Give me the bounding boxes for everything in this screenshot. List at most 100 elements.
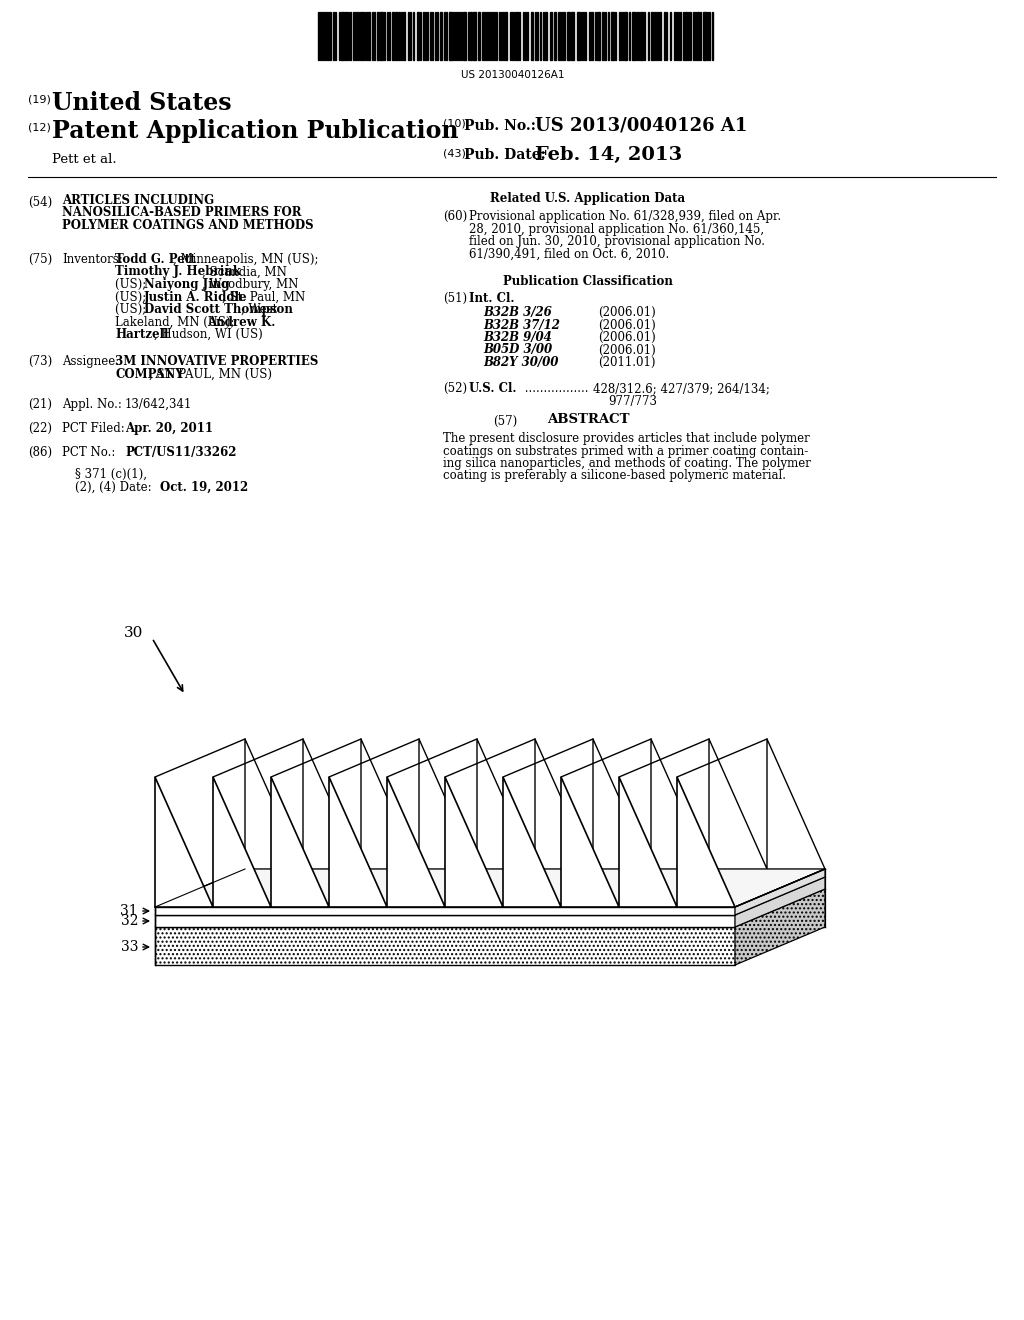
Bar <box>470 12 472 59</box>
Text: (57): (57) <box>493 414 517 428</box>
Text: Apr. 20, 2011: Apr. 20, 2011 <box>125 422 213 436</box>
Bar <box>368 12 370 59</box>
Text: (2), (4) Date:: (2), (4) Date: <box>75 480 152 494</box>
Bar <box>377 12 379 59</box>
Text: David Scott Thompson: David Scott Thompson <box>144 304 293 315</box>
Text: 33: 33 <box>121 940 138 954</box>
Text: (2006.01): (2006.01) <box>598 318 655 331</box>
Text: U.S. Cl.: U.S. Cl. <box>469 381 516 395</box>
Text: US 2013/0040126 A1: US 2013/0040126 A1 <box>535 117 748 135</box>
Text: (52): (52) <box>443 381 467 395</box>
Bar <box>361 12 362 59</box>
Text: PCT/US11/33262: PCT/US11/33262 <box>125 446 237 459</box>
Bar <box>640 12 643 59</box>
Text: (2006.01): (2006.01) <box>598 331 655 345</box>
Text: § 371 (c)(1),: § 371 (c)(1), <box>75 469 147 480</box>
Text: ABSTRACT: ABSTRACT <box>547 413 630 426</box>
Bar <box>463 12 466 59</box>
Text: (19): (19) <box>28 95 51 106</box>
Bar <box>624 12 627 59</box>
Bar <box>550 12 552 59</box>
Text: Provisional application No. 61/328,939, filed on Apr.: Provisional application No. 61/328,939, … <box>469 210 781 223</box>
Bar <box>685 12 687 59</box>
Text: 28, 2010, provisional application No. 61/360,145,: 28, 2010, provisional application No. 61… <box>469 223 764 235</box>
Text: .................: ................. <box>521 381 589 395</box>
Text: (US);: (US); <box>115 290 150 304</box>
Text: Assignee:: Assignee: <box>62 355 119 368</box>
Text: 977/773: 977/773 <box>608 395 657 408</box>
Text: Justin A. Riddle: Justin A. Riddle <box>144 290 248 304</box>
Text: United States: United States <box>52 91 231 115</box>
Bar <box>571 12 574 59</box>
Polygon shape <box>155 888 825 927</box>
Polygon shape <box>735 869 825 907</box>
Bar <box>395 12 397 59</box>
Text: 30: 30 <box>124 626 143 640</box>
Text: , Hudson, WI (US): , Hudson, WI (US) <box>154 327 262 341</box>
Text: PCT No.:: PCT No.: <box>62 446 116 459</box>
Bar <box>697 12 699 59</box>
Text: Lakeland, MN (US);: Lakeland, MN (US); <box>115 315 239 329</box>
Text: Appl. No.:: Appl. No.: <box>62 399 122 411</box>
Text: coatings on substrates primed with a primer coating contain-: coatings on substrates primed with a pri… <box>443 445 808 458</box>
Bar <box>545 12 547 59</box>
Text: The present disclosure provides articles that include polymer: The present disclosure provides articles… <box>443 432 810 445</box>
Text: Pett et al.: Pett et al. <box>52 153 117 166</box>
Text: Feb. 14, 2013: Feb. 14, 2013 <box>535 147 682 164</box>
Polygon shape <box>735 888 825 965</box>
Text: POLYMER COATINGS AND METHODS: POLYMER COATINGS AND METHODS <box>62 219 313 232</box>
Text: NANOSILICA-BASED PRIMERS FOR: NANOSILICA-BASED PRIMERS FOR <box>62 206 301 219</box>
Text: PCT Filed:: PCT Filed: <box>62 422 125 436</box>
Text: Pub. Date:: Pub. Date: <box>464 148 546 162</box>
Text: Timothy J. Hebrink: Timothy J. Hebrink <box>115 265 241 279</box>
Text: ing silica nanoparticles, and methods of coating. The polymer: ing silica nanoparticles, and methods of… <box>443 457 811 470</box>
Text: , Minneapolis, MN (US);: , Minneapolis, MN (US); <box>173 253 318 267</box>
Text: (21): (21) <box>28 399 52 411</box>
Bar <box>505 12 507 59</box>
Text: 3M INNOVATIVE PROPERTIES: 3M INNOVATIVE PROPERTIES <box>115 355 318 368</box>
Text: (22): (22) <box>28 422 52 436</box>
Bar <box>392 12 394 59</box>
Text: US 20130040126A1: US 20130040126A1 <box>461 70 565 81</box>
Bar <box>577 12 580 59</box>
Text: 428/312.6; 427/379; 264/134;: 428/312.6; 427/379; 264/134; <box>593 381 770 395</box>
Text: B05D 3/00: B05D 3/00 <box>483 343 552 356</box>
Text: filed on Jun. 30, 2010, provisional application No.: filed on Jun. 30, 2010, provisional appl… <box>469 235 765 248</box>
Text: (2006.01): (2006.01) <box>598 343 655 356</box>
Text: (US);: (US); <box>115 304 150 315</box>
Bar <box>531 12 534 59</box>
Bar <box>345 12 347 59</box>
Text: B32B 3/26: B32B 3/26 <box>483 306 552 319</box>
Text: B32B 9/04: B32B 9/04 <box>483 331 552 345</box>
Text: (60): (60) <box>443 210 467 223</box>
Bar <box>473 12 476 59</box>
Polygon shape <box>155 927 735 965</box>
Text: , Scandia, MN: , Scandia, MN <box>203 265 287 279</box>
Bar <box>632 12 635 59</box>
Text: (2006.01): (2006.01) <box>598 306 655 319</box>
Text: (2011.01): (2011.01) <box>598 356 655 370</box>
Text: , St. Paul, MN: , St. Paul, MN <box>222 290 305 304</box>
Bar <box>597 12 600 59</box>
Bar <box>703 12 706 59</box>
Bar <box>516 12 518 59</box>
Bar <box>380 12 383 59</box>
Bar <box>611 12 614 59</box>
Bar <box>602 12 604 59</box>
Text: Publication Classification: Publication Classification <box>503 275 673 288</box>
Text: Int. Cl.: Int. Cl. <box>469 292 514 305</box>
Bar <box>478 12 480 59</box>
Text: (86): (86) <box>28 446 52 459</box>
Polygon shape <box>155 876 825 915</box>
Bar <box>589 12 591 59</box>
Text: 61/390,491, filed on Oct. 6, 2010.: 61/390,491, filed on Oct. 6, 2010. <box>469 248 670 260</box>
Text: , ST. PAUL, MN (US): , ST. PAUL, MN (US) <box>148 367 272 380</box>
Text: (US);: (US); <box>115 279 150 290</box>
Bar <box>618 12 621 59</box>
Text: (75): (75) <box>28 253 52 267</box>
Text: (54): (54) <box>28 195 52 209</box>
Text: (12): (12) <box>28 121 51 132</box>
Text: COMPANY: COMPANY <box>115 367 183 380</box>
Text: (73): (73) <box>28 355 52 368</box>
Text: Patent Application Publication: Patent Application Publication <box>52 119 459 143</box>
